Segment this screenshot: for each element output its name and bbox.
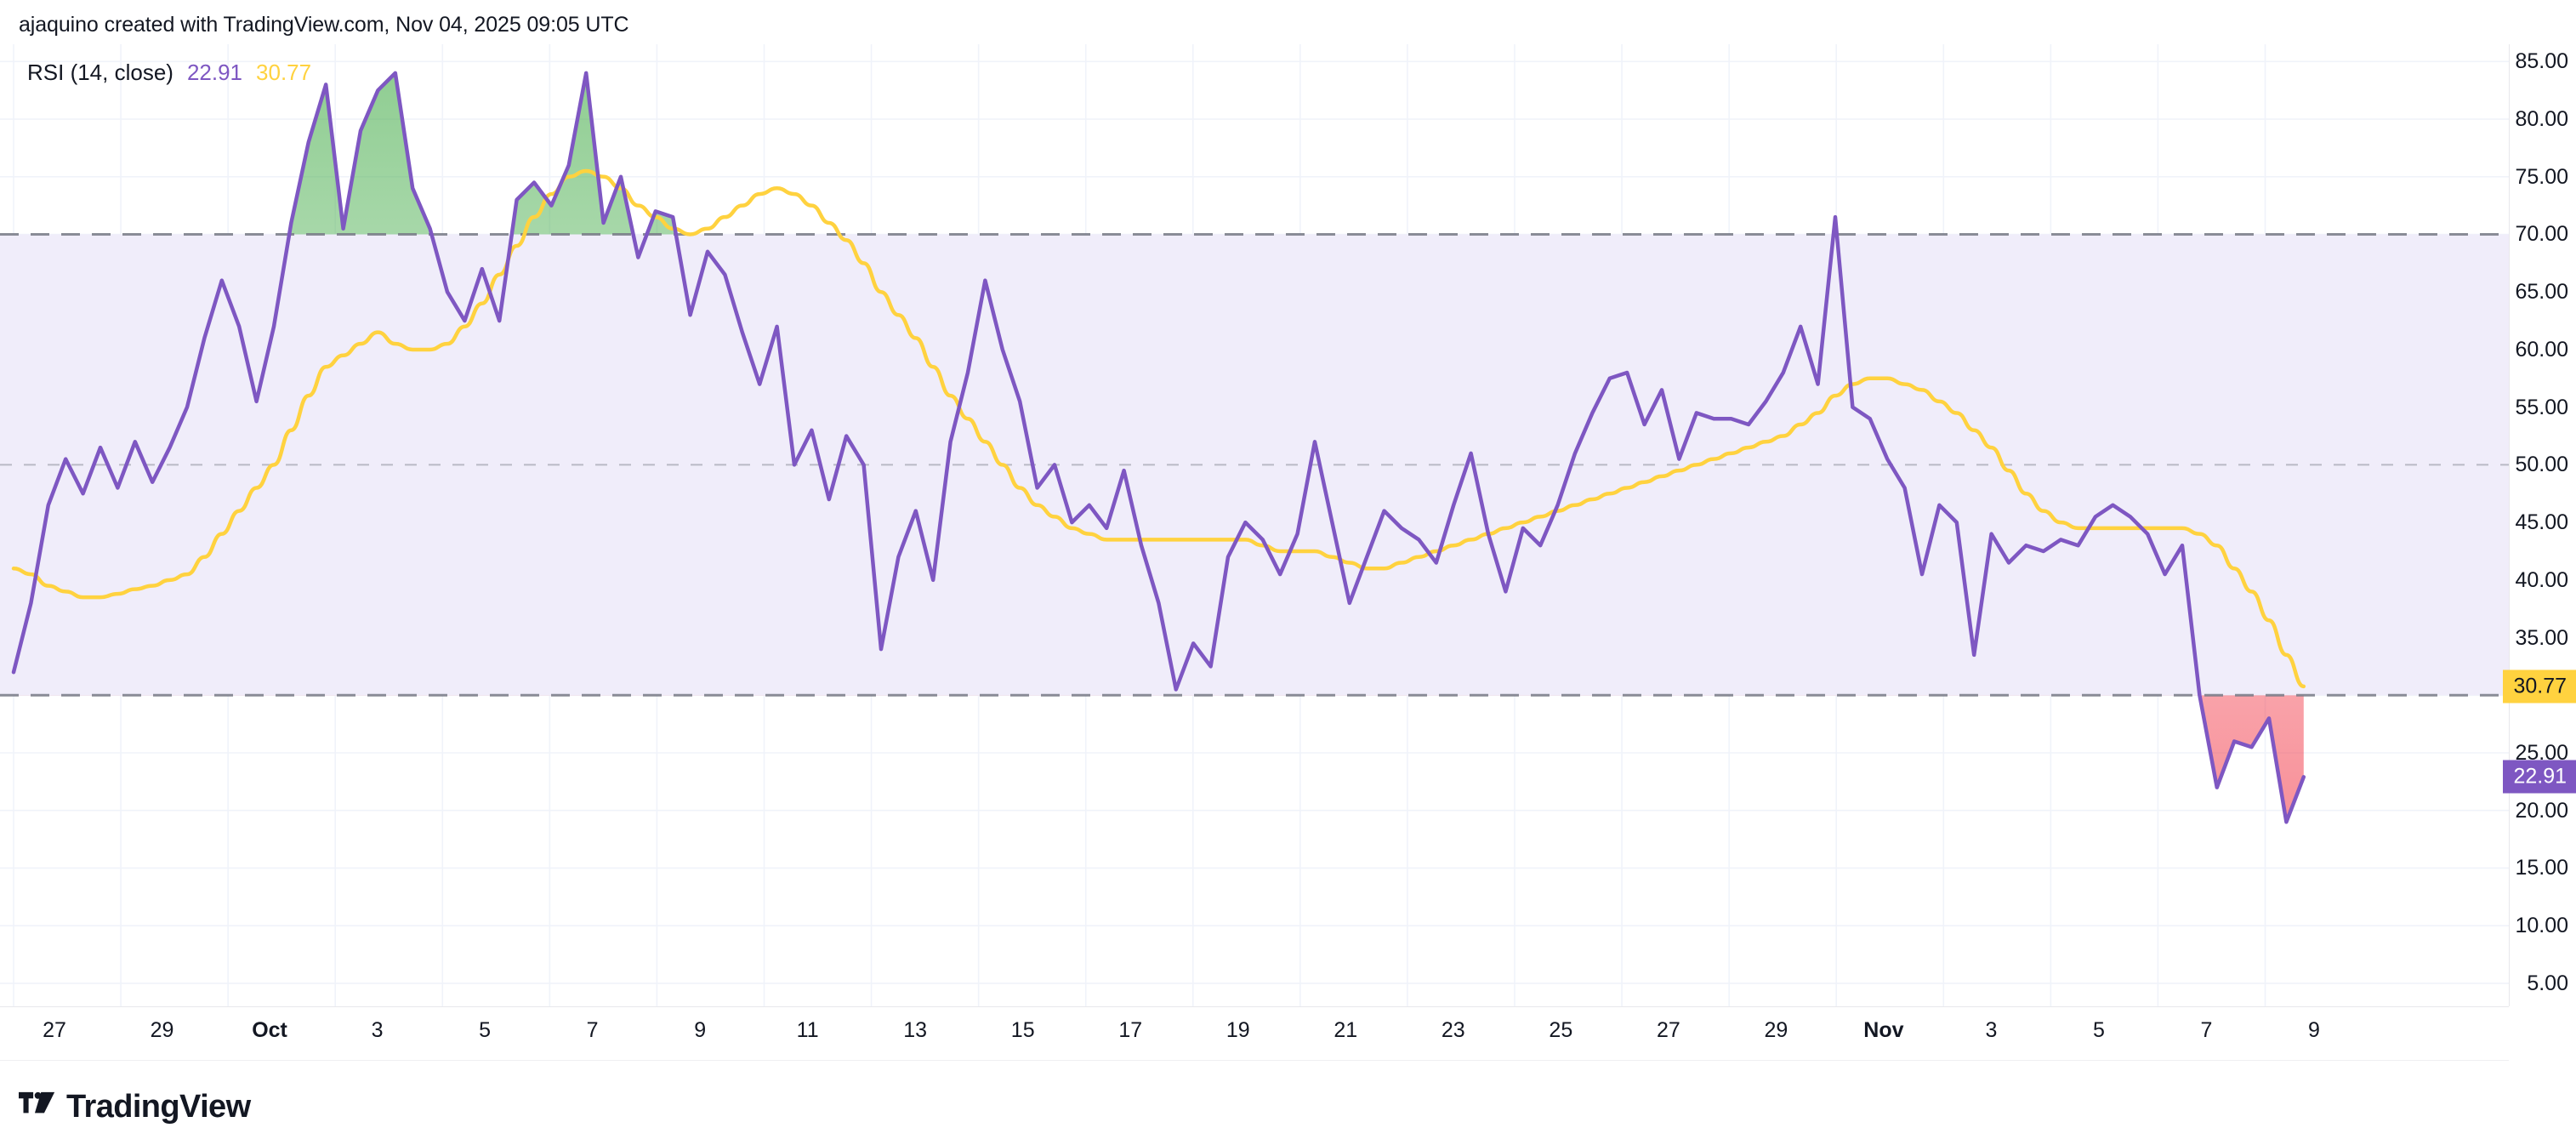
time-tick: 21 (1333, 1018, 1358, 1042)
time-tick: 29 (1764, 1018, 1788, 1042)
price-tick: 85.00 (2515, 49, 2568, 74)
price-tick: 50.00 (2515, 453, 2568, 477)
legend-ma-value: 30.77 (256, 60, 312, 85)
attribution-text: ajaquino created with TradingView.com, N… (19, 13, 629, 37)
price-tick: 55.00 (2515, 395, 2568, 419)
time-tick: 7 (2200, 1018, 2213, 1042)
price-tick: 10.00 (2515, 914, 2568, 938)
rsi-price-badge[interactable]: 22.91 (2503, 760, 2576, 794)
time-tick: 9 (2308, 1018, 2320, 1042)
rsi-plot-svg (0, 44, 2509, 1006)
price-tick: 70.00 (2515, 222, 2568, 247)
time-tick: 5 (479, 1018, 492, 1042)
price-axis[interactable]: 85.00 80.00 75.00 70.00 65.00 60.00 55.00 50.00… (2503, 44, 2576, 1006)
time-tick: 3 (1985, 1018, 1998, 1042)
price-tick: 45.00 (2515, 510, 2568, 535)
time-tick: 9 (694, 1018, 707, 1042)
price-tick: 75.00 (2515, 164, 2568, 189)
time-tick: 17 (1118, 1018, 1143, 1042)
price-tick: 35.00 (2515, 625, 2568, 650)
time-tick: 23 (1441, 1018, 1465, 1042)
band-fill (0, 234, 2509, 696)
price-tick: 5.00 (2527, 971, 2568, 995)
price-tick: 20.00 (2515, 798, 2568, 823)
chart-legend[interactable]: RSI (14, close) 22.91 30.77 (27, 60, 311, 85)
tradingview-logo: TradingView (19, 1090, 251, 1124)
time-tick: 27 (1656, 1018, 1680, 1042)
time-tick: 13 (903, 1018, 928, 1042)
price-tick: 60.00 (2515, 337, 2568, 362)
time-tick: 15 (1010, 1018, 1035, 1042)
time-tick: 5 (2092, 1018, 2105, 1042)
tradingview-mark-icon (19, 1091, 55, 1114)
time-axis[interactable]: 27 29 Oct 3 5 7 9 11 13 15 17 19 21 23 25 27 29 Nov 3 5 7 9 (0, 1006, 2509, 1061)
time-tick: 27 (43, 1018, 66, 1042)
time-tick: 11 (796, 1018, 819, 1042)
time-tick: 19 (1225, 1018, 1250, 1042)
overbought-fill (14, 72, 2304, 235)
time-tick: Oct (252, 1018, 287, 1042)
time-tick: 7 (586, 1018, 599, 1042)
ma-price-badge[interactable]: 30.77 (2503, 669, 2576, 704)
time-tick: 3 (371, 1018, 384, 1042)
price-tick: 15.00 (2515, 856, 2568, 880)
rsi-line (11, 71, 2306, 824)
plot-area[interactable] (0, 44, 2509, 1006)
level-lines (0, 232, 2509, 697)
time-tick: 25 (1549, 1018, 1573, 1042)
ma-line (11, 168, 2306, 689)
time-tick: Nov (1863, 1018, 1904, 1042)
time-tick: 29 (150, 1018, 174, 1042)
legend-title: RSI (14, close) (27, 60, 173, 85)
price-tick: 65.00 (2515, 280, 2568, 305)
legend-rsi-value: 22.91 (186, 60, 243, 85)
tradingview-wordmark: TradingView (66, 1089, 251, 1125)
price-tick: 80.00 (2515, 107, 2568, 132)
price-tick: 40.00 (2515, 567, 2568, 592)
